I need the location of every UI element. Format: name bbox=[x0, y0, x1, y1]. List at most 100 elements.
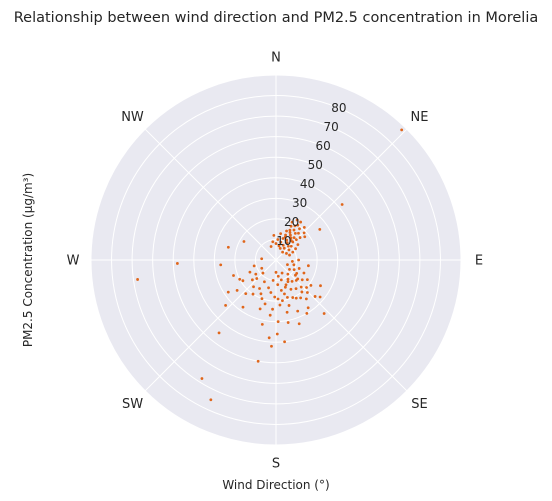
data-point bbox=[273, 295, 277, 299]
data-point bbox=[288, 268, 291, 271]
data-point bbox=[242, 240, 246, 243]
data-point bbox=[292, 263, 296, 267]
data-point bbox=[283, 235, 287, 239]
data-point bbox=[289, 236, 293, 240]
data-point bbox=[291, 250, 295, 254]
data-point bbox=[285, 241, 289, 245]
data-point bbox=[290, 220, 294, 224]
data-point bbox=[322, 312, 326, 315]
direction-label-sw: SW bbox=[122, 397, 143, 412]
grid-spoke-se bbox=[275, 259, 408, 392]
data-point bbox=[276, 274, 280, 278]
data-point bbox=[226, 290, 230, 294]
data-point bbox=[296, 223, 300, 227]
data-point bbox=[304, 297, 308, 301]
data-point bbox=[296, 309, 300, 313]
data-point bbox=[276, 297, 280, 301]
data-point bbox=[281, 237, 285, 240]
chart-title: Relationship between wind direction and … bbox=[14, 10, 539, 26]
data-point bbox=[285, 310, 289, 314]
data-point bbox=[274, 242, 278, 245]
r-tick-label: 50 bbox=[308, 158, 323, 172]
data-point bbox=[279, 278, 283, 282]
data-point bbox=[269, 245, 273, 248]
data-point bbox=[271, 240, 275, 244]
data-point bbox=[261, 271, 265, 275]
data-point bbox=[238, 277, 242, 281]
data-point bbox=[297, 258, 301, 262]
direction-label-w: W bbox=[67, 254, 80, 269]
data-point bbox=[269, 291, 273, 294]
data-point bbox=[224, 303, 227, 307]
data-point bbox=[290, 279, 294, 283]
data-point bbox=[291, 296, 295, 299]
r-tick-label: 70 bbox=[323, 120, 338, 134]
data-point bbox=[297, 231, 300, 235]
data-point bbox=[302, 271, 306, 275]
polar-grid bbox=[90, 74, 462, 446]
data-point bbox=[274, 270, 278, 274]
data-point bbox=[305, 278, 309, 282]
data-point bbox=[275, 332, 279, 336]
data-point bbox=[279, 240, 283, 244]
data-point bbox=[289, 224, 293, 228]
data-point bbox=[299, 285, 303, 289]
data-point bbox=[252, 285, 255, 289]
data-point bbox=[289, 244, 293, 248]
data-point bbox=[250, 278, 254, 282]
data-point bbox=[288, 228, 292, 232]
data-point bbox=[270, 344, 273, 348]
data-point bbox=[288, 253, 291, 257]
data-point bbox=[289, 287, 293, 291]
data-point bbox=[319, 284, 322, 288]
r-tick-label: 40 bbox=[300, 177, 315, 191]
data-point bbox=[281, 243, 285, 247]
data-point bbox=[306, 291, 309, 294]
data-point bbox=[300, 290, 304, 294]
data-point bbox=[292, 228, 296, 232]
data-point bbox=[267, 286, 270, 290]
data-point bbox=[271, 278, 275, 282]
data-point bbox=[260, 257, 264, 261]
r-tick-label: 30 bbox=[292, 196, 307, 210]
data-point bbox=[268, 313, 272, 317]
r-tick-label: 60 bbox=[316, 139, 331, 153]
data-point bbox=[283, 285, 287, 289]
data-point bbox=[295, 272, 299, 275]
data-point bbox=[254, 272, 258, 276]
data-point bbox=[290, 260, 294, 263]
data-point bbox=[283, 340, 286, 344]
data-point bbox=[241, 279, 245, 283]
data-point bbox=[294, 238, 298, 242]
y-axis-label: PM2.5 Concentration (µg/m³) bbox=[21, 173, 35, 347]
data-points bbox=[136, 128, 404, 402]
data-point bbox=[296, 277, 300, 281]
data-point bbox=[287, 304, 291, 307]
data-point bbox=[276, 283, 280, 287]
direction-label-se: SE bbox=[411, 397, 427, 412]
direction-label-s: S bbox=[272, 457, 280, 472]
data-point bbox=[286, 244, 290, 248]
data-point bbox=[258, 287, 261, 290]
data-point bbox=[226, 245, 230, 249]
data-point bbox=[294, 247, 297, 251]
data-point bbox=[285, 229, 288, 233]
direction-label-ne: NE bbox=[411, 110, 429, 125]
data-point bbox=[255, 277, 259, 280]
data-point bbox=[267, 336, 271, 340]
data-point bbox=[276, 320, 280, 324]
data-point bbox=[292, 236, 296, 240]
data-point bbox=[285, 238, 289, 242]
grid-spoke-ne bbox=[275, 128, 408, 261]
data-point bbox=[244, 292, 248, 296]
data-point bbox=[263, 302, 267, 306]
data-point bbox=[298, 227, 301, 231]
data-point bbox=[241, 305, 245, 309]
data-point bbox=[284, 233, 287, 237]
data-point bbox=[293, 224, 297, 228]
data-point bbox=[297, 322, 301, 326]
data-point bbox=[251, 292, 255, 296]
data-point bbox=[288, 231, 292, 234]
data-point bbox=[271, 307, 274, 311]
data-point bbox=[277, 244, 281, 248]
